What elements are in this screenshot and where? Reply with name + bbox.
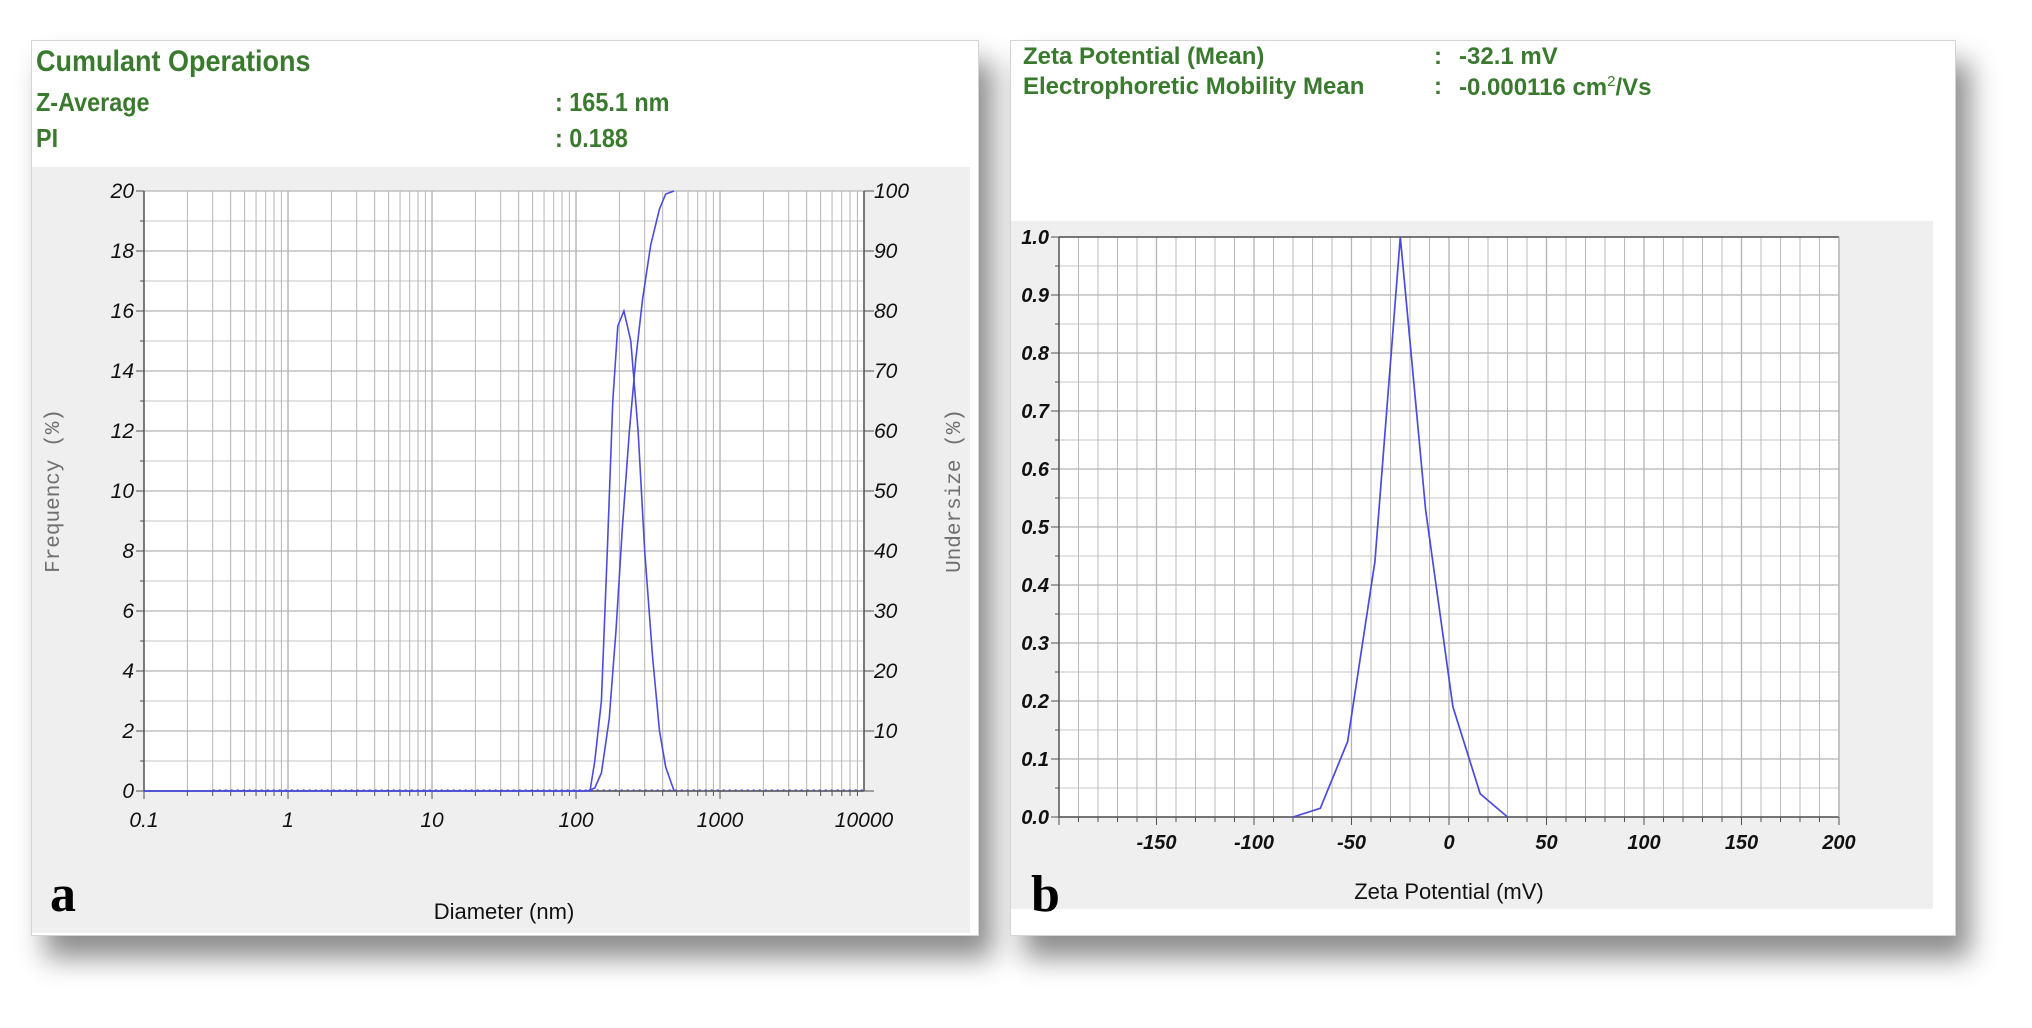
y2-tick-label: 90 [874,240,898,263]
z-average-value: : 165.1 nm [555,87,670,117]
panel-letter-a: a [50,866,76,923]
y-tick-label: 16 [111,300,135,323]
y2-tick-label: 40 [874,540,898,563]
y-tick-label: 12 [111,420,135,443]
x-tick-label: 1000 [697,809,744,832]
y-tick-label: 0.9 [1021,285,1050,307]
y-axis-title: Frequency (%) [43,409,66,573]
y-tick-label: 0.3 [1021,633,1049,655]
y2-tick-label: 100 [874,180,909,203]
y-tick-label: 20 [110,180,135,203]
mobility-unit-superscript: 2 [1607,73,1616,90]
x-axis-title: Diameter (nm) [434,899,575,924]
zeta-mean-value: -32.1 mV [1459,43,1558,70]
zeta-mean-separator: : [1434,43,1442,70]
y-tick-label: 2 [121,720,134,743]
mobility-label: Electrophoretic Mobility Mean [1023,73,1365,100]
panel-letter-b: b [1031,866,1060,923]
y-tick-label: 0.7 [1021,401,1050,423]
y-tick-label: 0 [122,780,134,803]
y-tick-label: 0.8 [1021,343,1050,365]
x-tick-label: 1 [282,809,294,832]
mobility-separator: : [1434,73,1442,100]
mobility-number: -0.000116 cm [1459,74,1608,101]
y2-tick-label: 60 [874,420,898,443]
size-distribution-chart: 0 2 4 6 8 10 12 14 16 18 20 10 20 30 40 50 60 70 80 90 100 0.… [43,180,967,924]
y2-tick-label: 30 [874,600,898,623]
mobility-value: -0.000116 cm2/Vs [1459,73,1652,102]
size-distribution-panel: Cumulant Operations Z-Average : 165.1 nm… [31,40,979,936]
y2-tick-label: 10 [874,720,898,743]
x-tick-label: -100 [1234,832,1274,854]
x-tick-label: 150 [1725,832,1758,854]
y2-axis-title: Undersize (%) [944,409,967,573]
y-tick-label: 0.5 [1021,517,1050,539]
y-tick-label: 0.0 [1021,807,1049,829]
z-average-label: Z-Average [36,87,150,117]
x-tick-label: 200 [1821,832,1855,854]
x-tick-label: 100 [558,809,593,832]
y-tick-label: 6 [122,600,134,623]
x-tick-label: 100 [1627,832,1660,854]
y-tick-label: 8 [122,540,134,563]
x-tick-label: 0 [1443,832,1454,854]
cumulant-title: Cumulant Operations [36,45,311,78]
zeta-potential-chart: 0.0 0.1 0.2 0.3 0.4 0.5 0.6 0.7 0.8 0.9 1.0 -150 -10… [1021,227,1856,904]
frequency-curve [144,308,675,792]
x-tick-label: 10000 [835,809,894,832]
y-tick-label: 0.1 [1021,749,1049,771]
y2-tick-label: 20 [873,660,898,683]
zeta-mean-label: Zeta Potential (Mean) [1023,43,1265,70]
x-tick-label: -150 [1136,832,1176,854]
y-tick-label: 4 [122,660,134,683]
y-tick-label: 1.0 [1021,227,1049,249]
x-tick-label: -50 [1337,832,1366,854]
y-tick-label: 0.4 [1021,575,1049,597]
y-tick-label: 0.2 [1021,691,1049,713]
y2-tick-label: 70 [874,360,898,383]
x-tick-label: 10 [420,809,444,832]
y-tick-label: 0.6 [1021,459,1050,481]
y2-tick-label: 50 [874,480,898,503]
undersize-curve [144,190,675,792]
pi-label: PI [36,123,59,153]
pi-value: : 0.188 [555,123,628,153]
y-tick-label: 14 [111,360,134,383]
zeta-potential-panel: Zeta Potential (Mean) : -32.1 mV Electro… [1010,40,1956,936]
y2-tick-label: 80 [874,300,898,323]
mobility-unit: /Vs [1615,74,1652,101]
zeta-distribution-curve [1292,236,1509,818]
y-tick-label: 18 [111,240,135,263]
x-axis-title: Zeta Potential (mV) [1354,879,1544,904]
x-tick-label: 50 [1535,832,1557,854]
x-tick-label: 0.1 [129,809,158,832]
y-tick-label: 10 [111,480,135,503]
